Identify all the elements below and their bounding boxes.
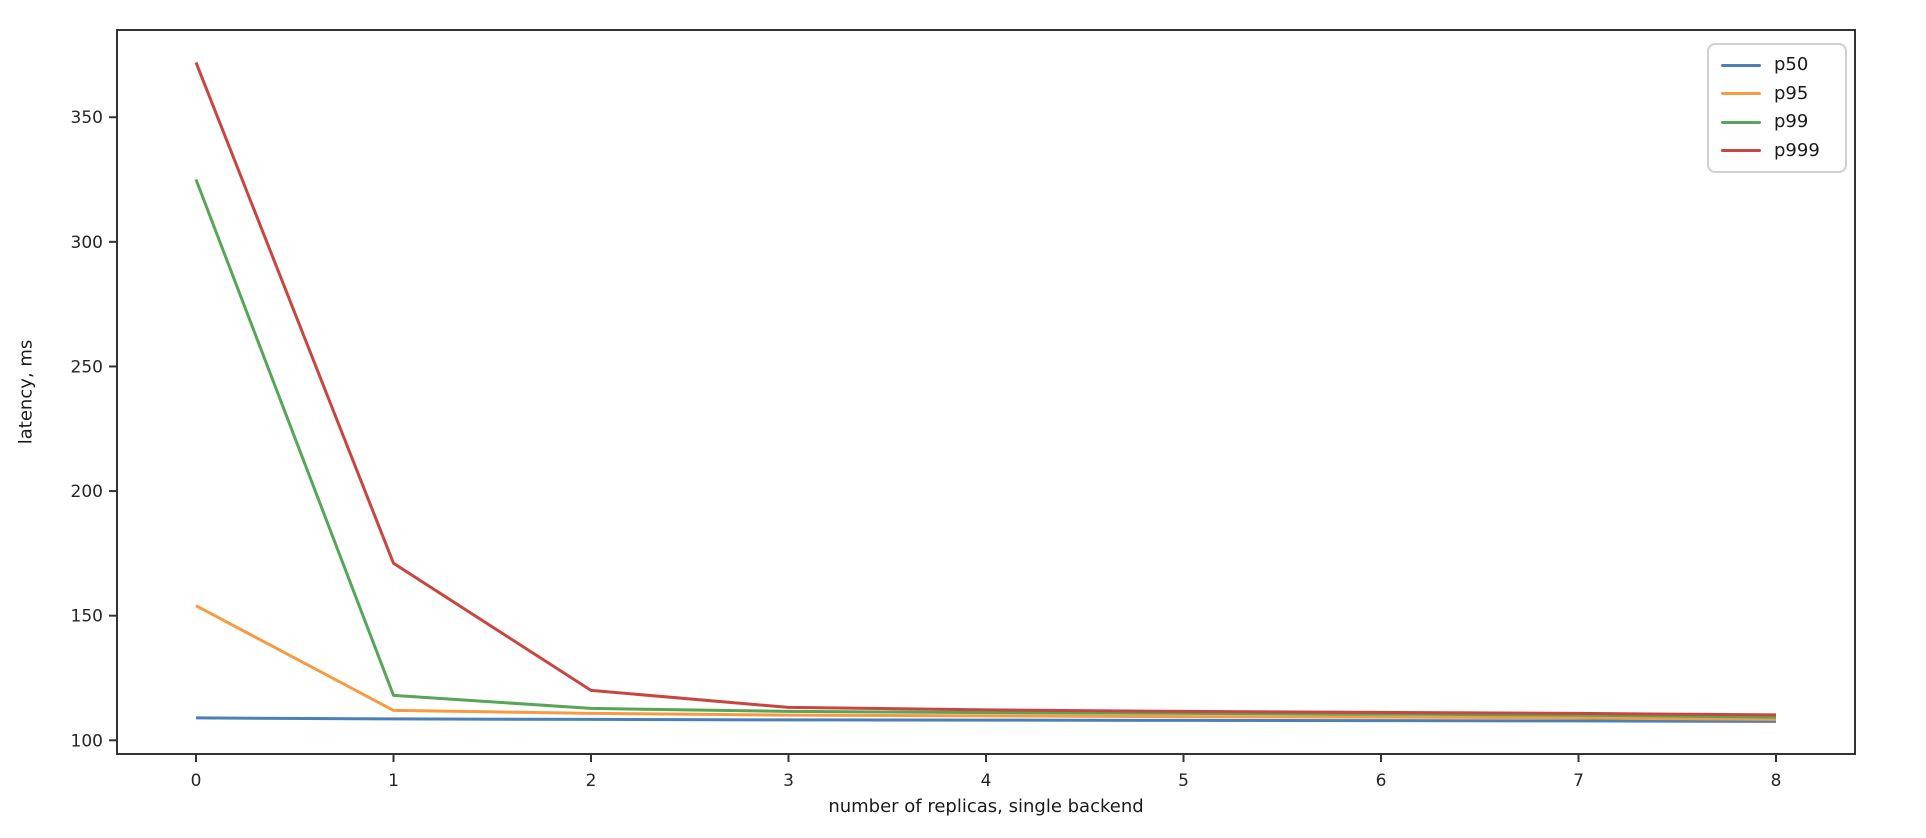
- x-tick-label: 6: [1376, 771, 1387, 791]
- plot-border: [116, 29, 1856, 755]
- y-tick-label: 100: [71, 731, 103, 751]
- legend-item-p999: p999: [1721, 139, 1833, 161]
- x-tick-label: 8: [1771, 771, 1782, 791]
- legend-swatch-p99: [1721, 120, 1761, 124]
- y-tick-label: 350: [71, 108, 103, 128]
- series-line-p99: [194, 178, 1777, 719]
- series-line-p50: [195, 716, 1777, 723]
- legend-label-p95: p95: [1774, 82, 1809, 104]
- legend-label-p99: p99: [1774, 111, 1809, 133]
- legend-item-p99: p99: [1721, 113, 1833, 131]
- y-tick-label: 150: [71, 607, 103, 627]
- y-axis-label: latency, ms: [15, 339, 37, 445]
- x-tick-label: 2: [586, 771, 597, 791]
- x-tick-label: 5: [1178, 771, 1189, 791]
- y-tick-label: 200: [71, 482, 103, 502]
- legend-label-p999: p999: [1774, 139, 1820, 161]
- y-tick-label: 300: [71, 233, 103, 253]
- x-tick-label: 4: [981, 771, 992, 791]
- legend-item-p50: p50: [1721, 56, 1833, 74]
- x-tick-label: 7: [1573, 771, 1584, 791]
- legend: p50 p95 p99 p999: [1707, 43, 1847, 173]
- x-tick-label: 1: [388, 771, 399, 791]
- series-line-p95: [195, 604, 1777, 721]
- legend-swatch-p95: [1721, 92, 1761, 96]
- legend-swatch-p50: [1721, 63, 1761, 67]
- y-tick-label: 250: [71, 357, 103, 377]
- x-tick-label: 3: [783, 771, 794, 791]
- x-tick-label: 0: [191, 771, 202, 791]
- x-axis-label: number of replicas, single backend: [828, 796, 1144, 817]
- series-line-p999: [194, 61, 1777, 717]
- legend-label-p50: p50: [1774, 54, 1809, 76]
- legend-swatch-p999: [1721, 149, 1761, 153]
- legend-item-p95: p95: [1721, 82, 1833, 104]
